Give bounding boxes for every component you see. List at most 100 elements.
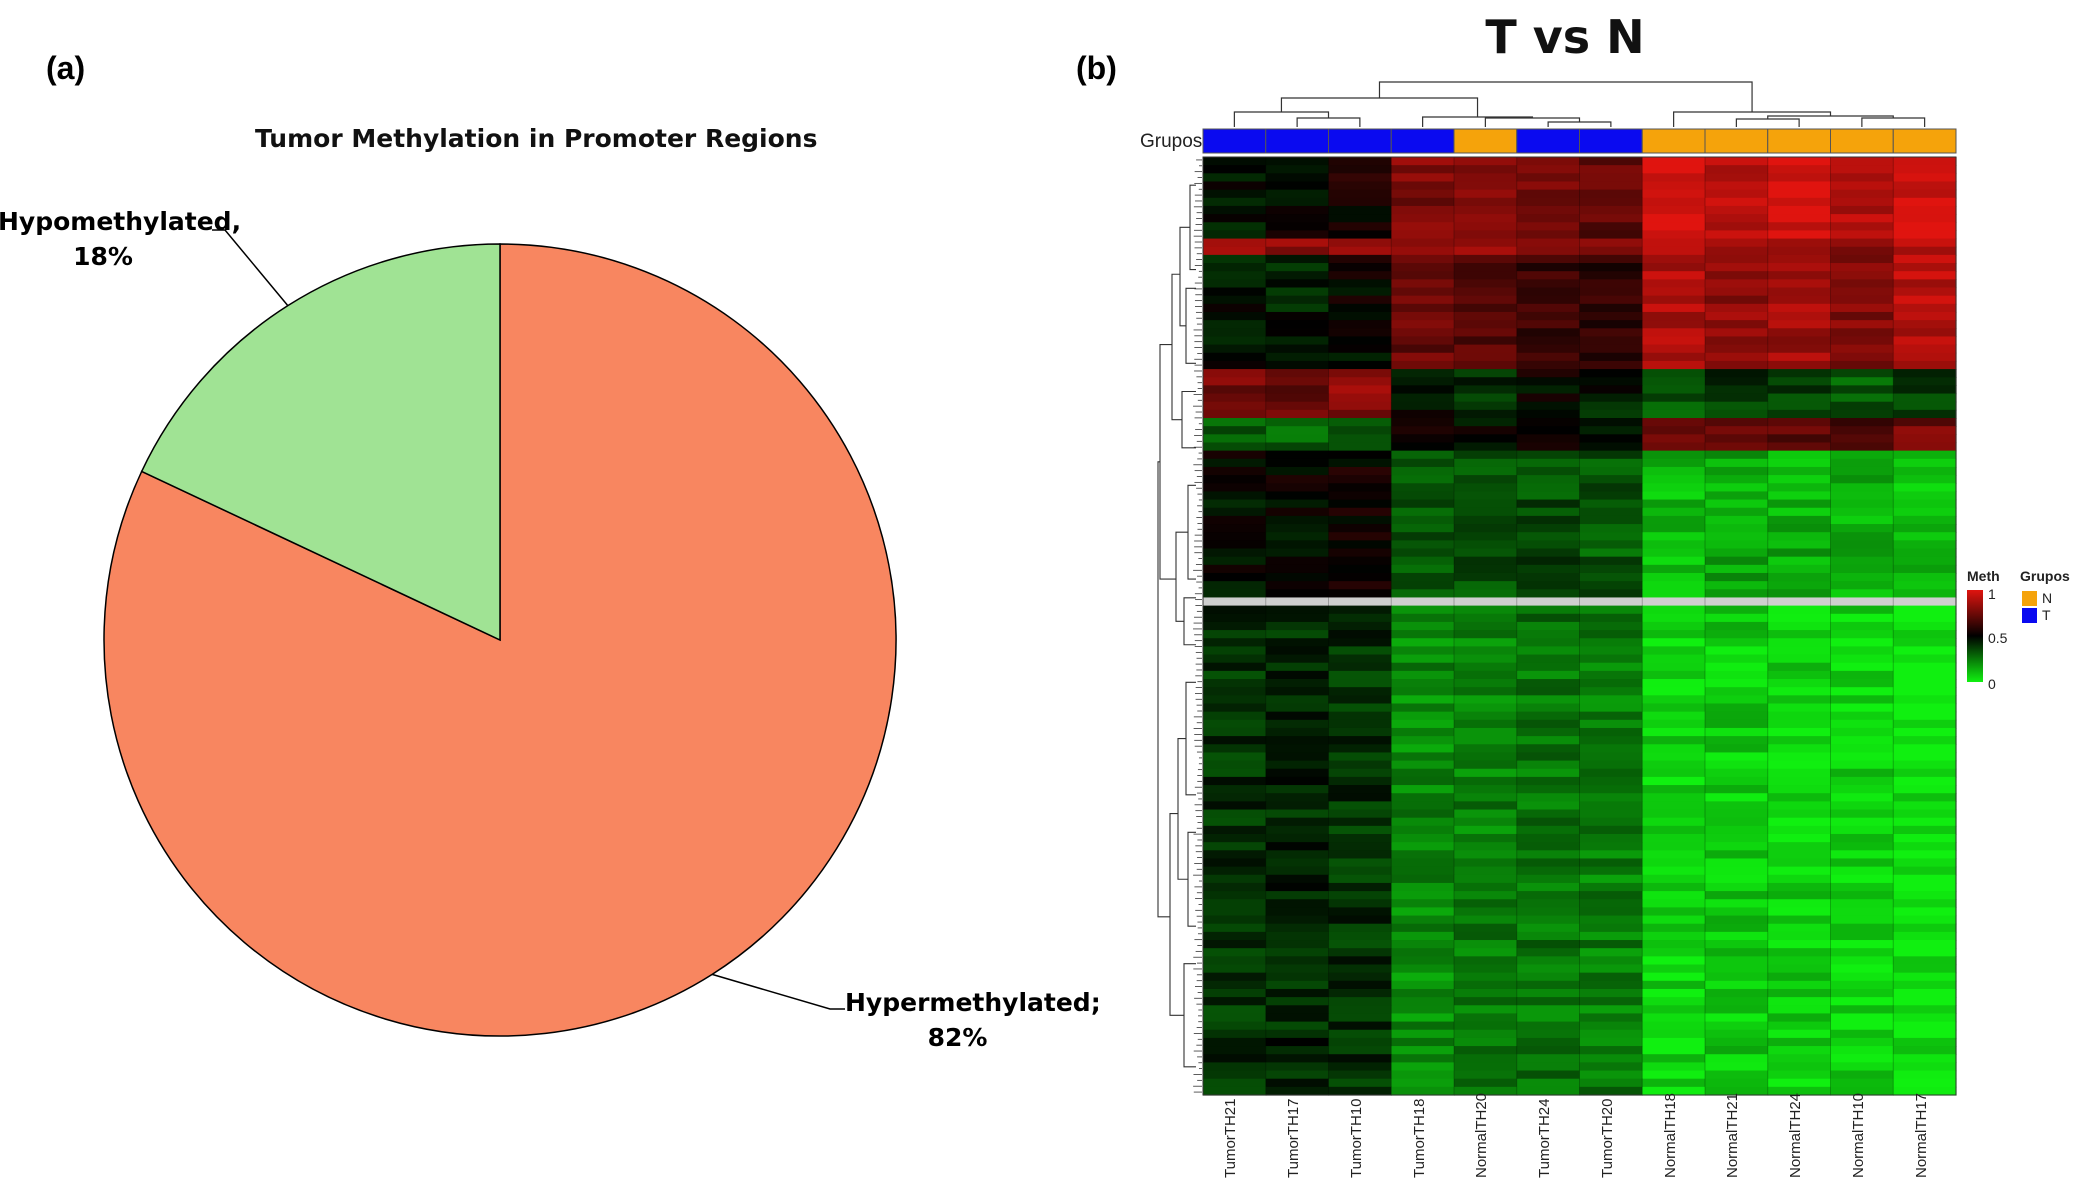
heatmap-cell bbox=[1830, 923, 1894, 933]
heatmap-cell bbox=[1265, 907, 1330, 917]
heatmap-cell bbox=[1203, 230, 1267, 240]
heatmap-cell bbox=[1830, 833, 1894, 843]
heatmap-cell bbox=[1203, 271, 1267, 280]
heatmap-cell bbox=[1265, 189, 1330, 199]
heatmap-cell bbox=[1203, 344, 1267, 354]
heatmap-cell bbox=[1516, 1046, 1581, 1055]
heatmap-cell bbox=[1516, 833, 1581, 843]
heatmap-cell bbox=[1642, 874, 1706, 884]
heatmap-cell bbox=[1705, 401, 1769, 411]
pie-label-hypomethylated: Hypomethylated, 18% bbox=[0, 204, 241, 274]
heatmap-cell bbox=[1705, 882, 1769, 892]
heatmap-cell bbox=[1203, 621, 1267, 631]
heatmap-cell bbox=[1391, 687, 1455, 696]
heatmap-cell bbox=[1705, 613, 1769, 623]
heatmap-cell bbox=[1516, 581, 1581, 590]
heatmap-cell bbox=[1767, 466, 1832, 476]
heatmap-cell bbox=[1328, 507, 1392, 517]
row-dendrogram-link bbox=[1179, 226, 1190, 327]
pie-slice-value-hypo: 18% bbox=[73, 242, 133, 271]
heatmap-cell bbox=[1203, 263, 1267, 272]
heatmap-cell bbox=[1705, 809, 1769, 819]
heatmap-cell bbox=[1203, 866, 1267, 876]
heatmap-cell bbox=[1893, 964, 1957, 974]
heatmap-cell bbox=[1893, 817, 1957, 827]
heatmap-cell bbox=[1391, 613, 1455, 623]
heatmap-cell bbox=[1642, 532, 1706, 541]
heatmap-cell bbox=[1454, 328, 1518, 338]
heatmap-cell bbox=[1579, 581, 1643, 590]
heatmap-cell bbox=[1705, 670, 1769, 680]
heatmap-cell bbox=[1767, 1054, 1832, 1063]
heatmap-cell bbox=[1642, 833, 1706, 843]
heatmap-cell bbox=[1265, 654, 1330, 664]
heatmap-cell bbox=[1328, 589, 1392, 599]
heatmap-cell bbox=[1454, 1070, 1518, 1080]
heatmap-cell bbox=[1516, 891, 1581, 900]
heatmap-cell bbox=[1767, 956, 1832, 966]
heatmap-cell bbox=[1391, 899, 1455, 908]
heatmap-cell bbox=[1391, 605, 1455, 615]
heatmap-cell bbox=[1454, 303, 1518, 313]
heatmap-cell bbox=[1830, 736, 1894, 745]
heatmap-cell bbox=[1454, 736, 1518, 745]
column-label: TumorTH21 bbox=[1222, 1098, 1240, 1178]
heatmap-cell bbox=[1830, 687, 1894, 696]
heatmap-cell bbox=[1328, 238, 1392, 248]
heatmap-cell bbox=[1265, 556, 1330, 566]
heatmap-cell bbox=[1579, 948, 1643, 957]
heatmap-cell bbox=[1767, 246, 1832, 256]
heatmap-cell bbox=[1579, 279, 1643, 289]
heatmap-cell bbox=[1454, 556, 1518, 566]
heatmap-cell bbox=[1516, 173, 1581, 183]
heatmap-cell bbox=[1391, 842, 1455, 851]
heatmap-cell bbox=[1579, 222, 1643, 232]
heatmap-cell bbox=[1893, 776, 1957, 786]
heatmap-cell bbox=[1579, 736, 1643, 745]
heatmap-cell bbox=[1705, 646, 1769, 656]
heatmap-cell bbox=[1705, 727, 1769, 737]
heatmap-cell bbox=[1579, 825, 1643, 835]
heatmap-cell bbox=[1328, 328, 1392, 338]
heatmap-cell bbox=[1767, 825, 1832, 835]
heatmap-cell bbox=[1705, 524, 1769, 533]
heatmap-cell bbox=[1454, 687, 1518, 696]
heatmap-cell bbox=[1893, 972, 1957, 982]
heatmap-cell bbox=[1516, 907, 1581, 917]
heatmap-cell bbox=[1203, 360, 1267, 370]
heatmap-cell bbox=[1265, 230, 1330, 240]
heatmap-cell bbox=[1579, 189, 1643, 199]
heatmap-cell bbox=[1705, 1086, 1769, 1096]
heatmap-cell bbox=[1642, 752, 1706, 762]
heatmap-cell bbox=[1516, 809, 1581, 819]
group-cell-t bbox=[1390, 128, 1455, 154]
heatmap-cell bbox=[1705, 572, 1769, 582]
heatmap-cell bbox=[1767, 858, 1832, 868]
heatmap-cell bbox=[1830, 956, 1894, 966]
heatmap-cell bbox=[1830, 352, 1894, 362]
heatmap-cell bbox=[1642, 703, 1706, 713]
heatmap-cell bbox=[1516, 768, 1581, 778]
heatmap-cell bbox=[1767, 311, 1832, 321]
heatmap-cell bbox=[1516, 874, 1581, 884]
heatmap-cell bbox=[1265, 630, 1330, 639]
heatmap-cell bbox=[1516, 638, 1581, 647]
heatmap-cell bbox=[1893, 475, 1957, 484]
heatmap-cell bbox=[1203, 785, 1267, 794]
column-label: NormalTH17 bbox=[1912, 1092, 1930, 1178]
dendrogram-link bbox=[1735, 118, 1800, 127]
heatmap-cell bbox=[1203, 246, 1267, 256]
heatmap-cell bbox=[1893, 483, 1957, 493]
heatmap-cell bbox=[1454, 1013, 1518, 1023]
heatmap-cell bbox=[1893, 988, 1957, 998]
heatmap-cell bbox=[1328, 646, 1392, 656]
heatmap-cell bbox=[1642, 564, 1706, 574]
heatmap-cell bbox=[1203, 679, 1267, 688]
heatmap-cell bbox=[1642, 825, 1706, 835]
heatmap-cell bbox=[1767, 752, 1832, 762]
heatmap-cell bbox=[1391, 907, 1455, 917]
heatmap-cell bbox=[1265, 205, 1330, 215]
pie-leader-lines bbox=[212, 229, 845, 1010]
heatmap-cell bbox=[1454, 915, 1518, 925]
heatmap-cell bbox=[1830, 564, 1894, 574]
